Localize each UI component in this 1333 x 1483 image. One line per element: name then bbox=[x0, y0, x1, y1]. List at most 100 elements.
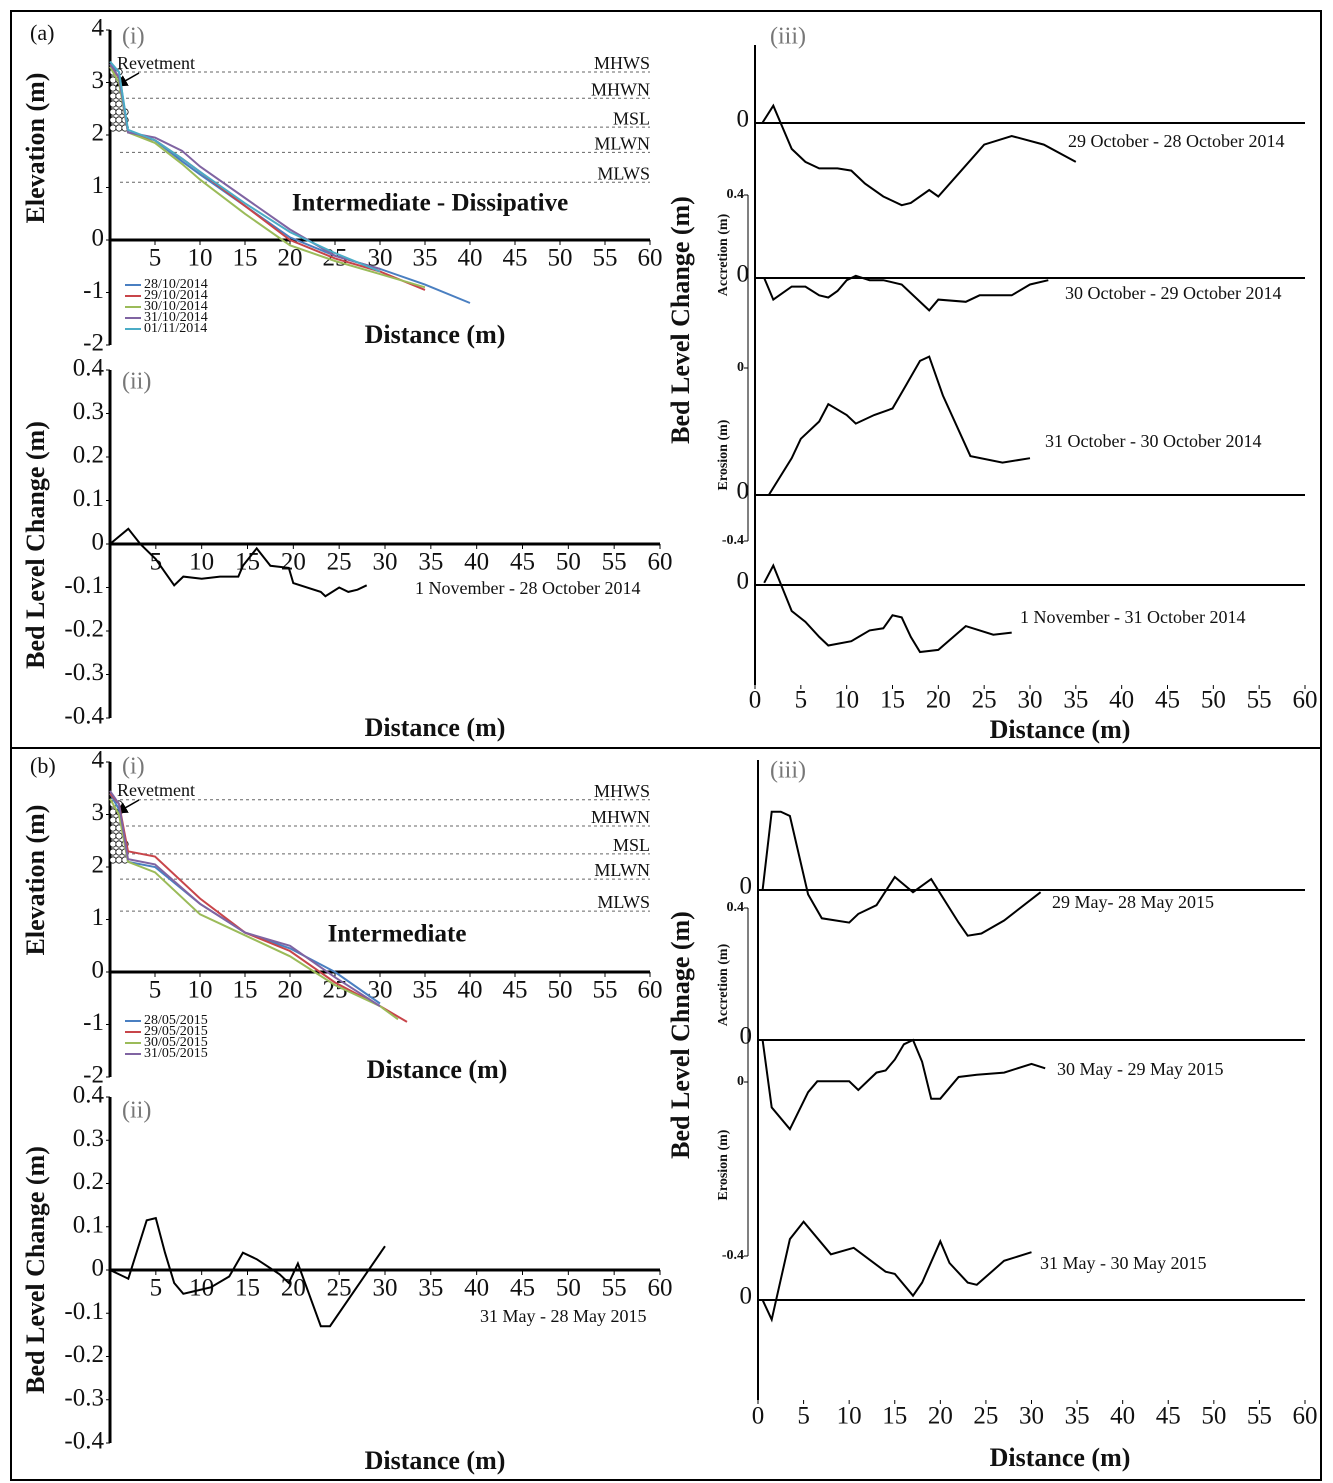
subplot-label: (ii) bbox=[122, 369, 151, 395]
x-tick-label: 60 bbox=[1293, 687, 1318, 714]
y-tick-label: 0 bbox=[92, 529, 105, 556]
legend-label: 01/11/2014 bbox=[144, 321, 207, 336]
y-tick-label: -0.3 bbox=[64, 659, 104, 686]
data-line bbox=[761, 1220, 1032, 1323]
scale-tick-label: -0.4 bbox=[722, 1248, 744, 1263]
x-tick-label: 35 bbox=[413, 245, 438, 272]
x-tick-label: 5 bbox=[150, 1275, 163, 1302]
x-tick-label: 60 bbox=[1293, 1403, 1318, 1430]
x-tick-label: 30 bbox=[1019, 1403, 1044, 1430]
legend-label: 29/05/2015 bbox=[144, 1024, 208, 1039]
x-axis-title: Distance (m) bbox=[365, 713, 506, 742]
x-tick-label: 35 bbox=[413, 977, 438, 1004]
x-tick-label: 40 bbox=[464, 549, 489, 576]
y-tick-label: 0.2 bbox=[73, 1168, 104, 1195]
y-tick-label: -0.4 bbox=[64, 703, 104, 730]
series-label: 31 May - 28 May 2015 bbox=[480, 1306, 646, 1326]
series-label: 29 May- 28 May 2015 bbox=[1052, 892, 1214, 912]
x-tick-label: 45 bbox=[1156, 1403, 1181, 1430]
y-axis-title: Bed Level Change (m) bbox=[21, 1146, 50, 1394]
x-axis-title: Distance (m) bbox=[365, 1446, 506, 1475]
series-label: 1 November - 31 October 2014 bbox=[1020, 607, 1245, 627]
revetment-rock bbox=[109, 124, 117, 132]
y-axis-title: Bed Level Change (m) bbox=[666, 196, 695, 444]
revetment-rock bbox=[109, 824, 117, 832]
y-tick-label: -2 bbox=[83, 330, 104, 357]
tide-level-label: MLWS bbox=[597, 163, 650, 183]
revetment-rock bbox=[109, 84, 117, 92]
x-tick-label: 20 bbox=[278, 977, 303, 1004]
series-label: 1 November - 28 October 2014 bbox=[415, 578, 640, 598]
y-axis-title: Elevation (m) bbox=[21, 805, 50, 956]
x-tick-label: 55 bbox=[602, 549, 627, 576]
y-tick-label: -0.1 bbox=[64, 1298, 104, 1325]
x-tick-label: 15 bbox=[233, 977, 258, 1004]
x-tick-label: 10 bbox=[837, 1403, 862, 1430]
tide-level-label: MLWN bbox=[594, 133, 650, 153]
x-tick-label: 5 bbox=[149, 977, 162, 1004]
x-tick-label: 40 bbox=[458, 977, 483, 1004]
series-label: 30 October - 29 October 2014 bbox=[1065, 283, 1281, 303]
x-axis-title: Distance (m) bbox=[367, 1055, 508, 1084]
x-tick-label: 25 bbox=[327, 549, 352, 576]
x-axis-title: Distance (m) bbox=[990, 1443, 1131, 1472]
x-tick-label: 20 bbox=[928, 1403, 953, 1430]
x-tick-label: 45 bbox=[503, 977, 528, 1004]
data-line bbox=[761, 1038, 1046, 1132]
data-line bbox=[109, 1216, 386, 1328]
erosion-label: Erosion (m) bbox=[716, 1129, 731, 1200]
legend-label: 30/05/2015 bbox=[144, 1035, 208, 1050]
y-tick-label: 0 bbox=[92, 1255, 105, 1282]
x-tick-label: 45 bbox=[510, 549, 535, 576]
data-line bbox=[761, 810, 1042, 937]
x-tick-label: 10 bbox=[188, 245, 213, 272]
y-tick-label: 3 bbox=[92, 67, 105, 94]
y-tick-label: 0.4 bbox=[73, 355, 105, 382]
x-tick-label: 55 bbox=[1247, 1403, 1272, 1430]
baseline-label: 0 bbox=[737, 568, 750, 595]
y-tick-label: 2 bbox=[92, 852, 105, 879]
x-tick-label: 60 bbox=[648, 1275, 673, 1302]
revetment-rock bbox=[115, 840, 123, 848]
x-tick-label: 25 bbox=[327, 1275, 352, 1302]
series-label: 30 May - 29 May 2015 bbox=[1057, 1059, 1223, 1079]
y-axis-title: Bed Level Change (m) bbox=[21, 421, 50, 669]
scale-tick-label: -0.4 bbox=[722, 533, 744, 548]
revetment-rock bbox=[115, 116, 123, 124]
x-axis-title: Distance (m) bbox=[990, 715, 1131, 744]
legend-label: 31/05/2015 bbox=[144, 1046, 208, 1061]
x-tick-label: 55 bbox=[1247, 687, 1272, 714]
x-tick-label: 35 bbox=[418, 549, 443, 576]
data-line bbox=[109, 798, 399, 1021]
data-line bbox=[109, 63, 381, 270]
scale-tick-label: 0.4 bbox=[727, 187, 745, 202]
revetment-rock bbox=[109, 100, 117, 108]
scale-tick-label: 0 bbox=[737, 1074, 744, 1089]
x-tick-label: 15 bbox=[235, 1275, 260, 1302]
y-tick-label: 4 bbox=[92, 747, 105, 774]
structure-label: Revetment bbox=[117, 53, 195, 73]
data-line bbox=[761, 103, 1077, 207]
revetment-rock bbox=[109, 816, 117, 824]
legend-label: 28/10/2014 bbox=[144, 277, 208, 292]
panel-label: (a) bbox=[30, 20, 54, 45]
series-label: 29 October - 28 October 2014 bbox=[1068, 131, 1284, 151]
y-tick-label: 0.1 bbox=[73, 485, 104, 512]
x-tick-label: 60 bbox=[648, 549, 673, 576]
y-tick-label: -0.1 bbox=[64, 572, 104, 599]
y-axis-title: Bed Level Chnage (m) bbox=[666, 911, 695, 1159]
revetment-rock bbox=[115, 108, 123, 116]
x-tick-label: 30 bbox=[373, 1275, 398, 1302]
legend-label: 29/10/2014 bbox=[144, 288, 208, 303]
x-tick-label: 55 bbox=[593, 245, 618, 272]
revetment-rock bbox=[115, 100, 123, 108]
data-line bbox=[109, 790, 381, 1007]
erosion-label: Erosion (m) bbox=[716, 419, 731, 490]
revetment-rock bbox=[115, 832, 123, 840]
x-tick-label: 5 bbox=[795, 687, 808, 714]
revetment-rock bbox=[109, 848, 117, 856]
x-tick-label: 50 bbox=[548, 245, 573, 272]
x-tick-label: 15 bbox=[235, 549, 260, 576]
y-tick-label: 0.3 bbox=[73, 1125, 104, 1152]
